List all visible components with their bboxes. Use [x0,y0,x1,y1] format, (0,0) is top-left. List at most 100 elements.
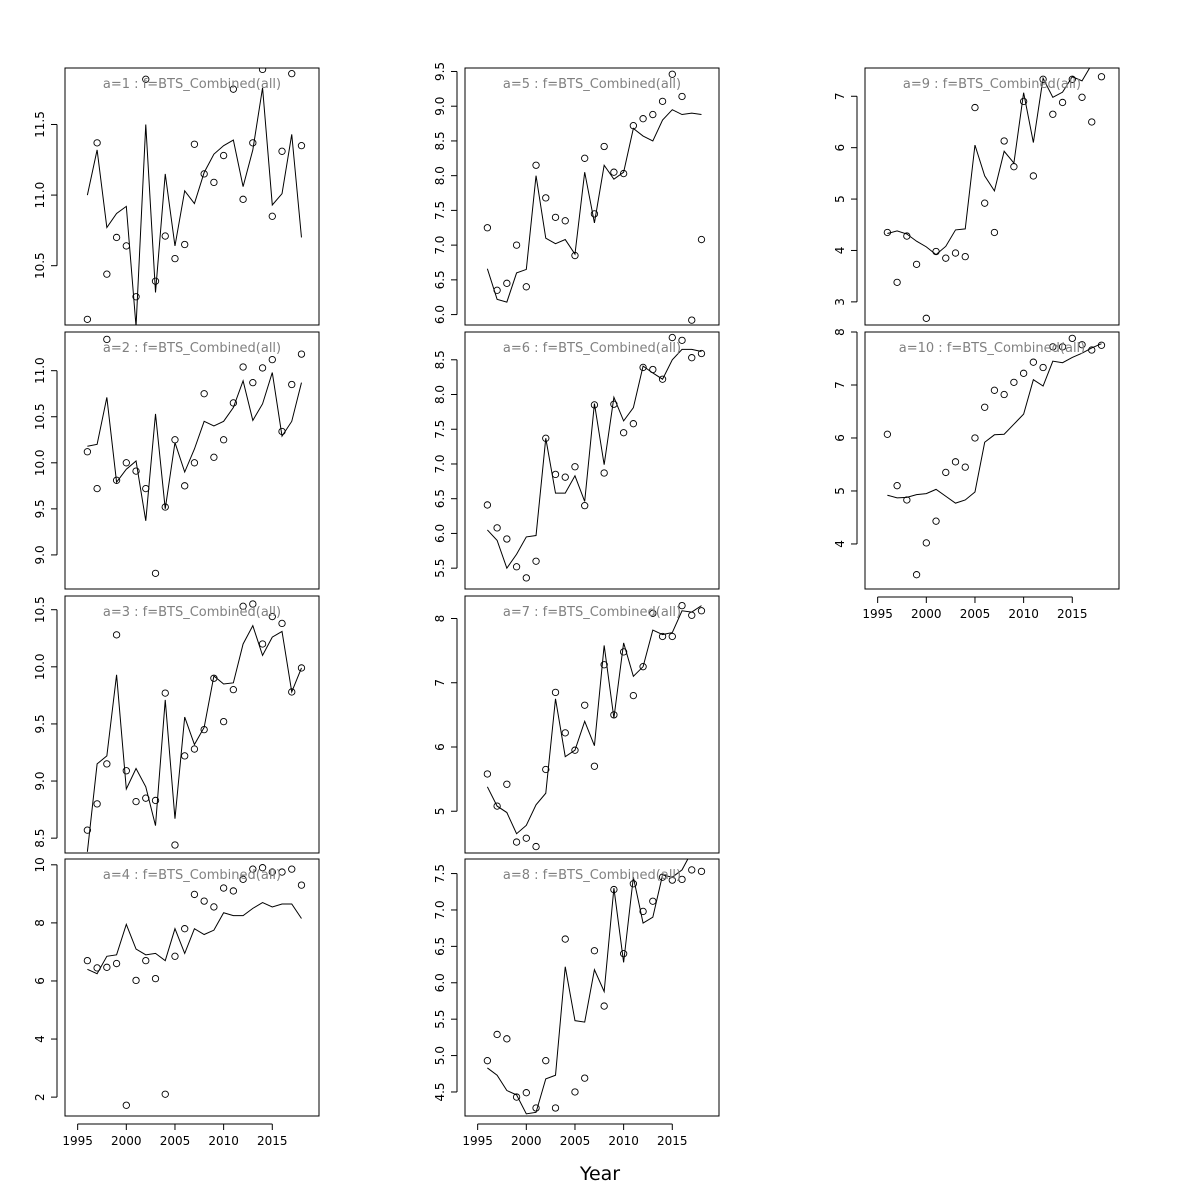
observed-point [142,75,150,83]
panel-a7: 5 6 7 8 a=7 : f=BTS_Combined(all) [433,595,720,854]
observed-point [610,168,618,176]
panel-a1: 10.5 11.0 11.5 a=1 : f=BTS_Combined(all) [33,67,320,326]
panel-frame [64,858,320,1117]
y-tick-label: 4 [833,540,847,548]
observed-point [649,609,657,617]
observed-point [210,453,218,461]
y-tick-label: 9.5 [33,499,47,518]
observed-point [503,279,511,287]
panel-title: a=6 : f=BTS_Combined(all) [503,341,681,356]
panel-data [883,334,1106,579]
observed-point [658,375,667,383]
panel-frame [64,595,320,854]
observed-point [122,1101,130,1109]
observed-point [249,865,257,873]
observed-point [219,884,228,892]
y-tick-label: 7 [433,679,447,687]
observed-point [288,865,296,873]
observed-point [893,482,901,490]
observed-point [161,503,169,511]
y-tick-label: 9.5 [33,714,47,733]
observed-point [1058,98,1067,107]
observed-point [1039,75,1047,83]
observed-point [522,283,530,291]
observed-point [219,436,228,444]
observed-point [181,240,189,249]
fitted-line [487,348,702,570]
observed-point [590,762,599,770]
observed-point [249,379,257,387]
y-tick-label: 8 [433,615,447,623]
y-tick-label: 4 [33,1035,47,1043]
observed-point [200,390,208,398]
observed-point [932,517,940,525]
observed-point [1019,97,1028,106]
observed-point [151,974,160,983]
observed-point [210,178,218,187]
observed-point [600,469,608,477]
observed-point [171,254,179,263]
panel-a3: 8.5 9.0 9.5 10.0 10.5 a=3 : f=BTS_Combined(al… [33,595,320,854]
observed-point [658,97,667,105]
panel-title: a=7 : f=BTS_Combined(all) [503,605,681,620]
observed-point [581,701,589,709]
panel-a8: 4.5 5.0 5.5 6.0 6.5 7.0 7.5 1995 2000 2005 2010 201… [433,858,720,1148]
observed-point [629,420,638,428]
y-tick-label: 6.5 [433,937,447,956]
observed-point [297,142,306,150]
observed-point [1019,369,1028,377]
observed-point [619,648,628,656]
y-tick-label: 5.5 [433,559,447,578]
y-tick-label: 8 [33,919,47,927]
observed-point [483,224,492,232]
fitted-line [87,372,302,521]
observed-point [581,501,589,510]
observed-point [83,826,92,834]
y-tick-label: 6 [433,743,447,751]
observed-point [590,210,599,218]
observed-point [561,729,569,737]
observed-point [161,1090,169,1098]
observed-point [590,947,599,955]
observed-point [922,539,930,547]
observed-point [619,429,628,437]
x-tick-label: 2010 [608,1134,639,1148]
observed-point [697,867,706,876]
observed-point [658,632,667,641]
fitted-line [887,68,1091,256]
x-tick-label: 2015 [1057,607,1088,621]
y-tick-label: 8.5 [33,829,47,848]
observed-point [951,249,960,257]
observed-point [103,335,111,344]
observed-point [122,242,130,250]
observed-point [1010,378,1018,386]
y-tick-label: 11.0 [33,357,47,384]
observed-point [697,349,706,358]
observed-point [542,765,550,774]
observed-point [181,482,189,490]
observed-point [190,140,199,148]
observed-point [297,350,306,358]
panel-data [83,68,306,325]
x-tick-label: 2000 [111,1134,142,1148]
observed-point [668,70,676,78]
fitted-line [486,605,702,835]
y-tick-label: 6 [833,434,847,442]
observed-point [493,524,501,532]
observed-point [297,664,306,672]
panel-title: a=9 : f=BTS_Combined(all) [903,77,1081,92]
observed-point [649,897,657,905]
observed-point [688,316,696,324]
y-tick-label: 5.0 [433,1046,447,1065]
observed-point [1088,118,1096,126]
observed-point [990,228,999,237]
observed-point [1000,137,1008,145]
y-tick-label: 3 [833,298,847,306]
observed-point [132,293,140,301]
figure-x-axis-label: Year [579,1163,620,1185]
observed-point [522,834,530,842]
y-tick-label: 8.0 [433,385,447,404]
fitted-line [887,343,1102,504]
observed-point [668,632,676,641]
